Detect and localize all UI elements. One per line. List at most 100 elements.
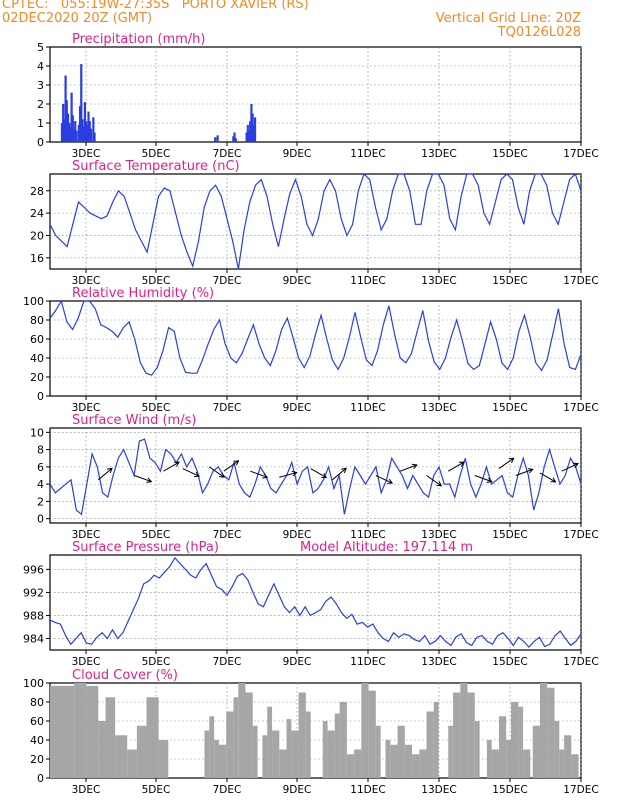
precip-bar xyxy=(64,75,67,142)
panel-5: 0 20 40 60 80 100 3DEC 5DEC 7DEC 9DEC 11DEC 13DEC 15… xyxy=(23,668,599,796)
cloud-bar xyxy=(547,687,555,778)
cloud-bar xyxy=(453,692,461,778)
cloud-bar xyxy=(322,721,328,778)
y-tick-label: 60 xyxy=(30,715,44,728)
panel-3: 0 2 4 6 8 10 3DEC 5DEC 7DEC 9DEC 11DEC 13DEC 15DEC 17… xyxy=(30,413,599,541)
x-tick-label: 17DEC xyxy=(563,529,598,541)
cloud-bar xyxy=(361,683,369,778)
series-line xyxy=(49,438,582,516)
precip-bar xyxy=(214,137,217,142)
cloud-bar xyxy=(474,721,480,778)
wind-arrow xyxy=(182,468,200,477)
cloud-bar xyxy=(262,735,268,778)
wind-arrow-head xyxy=(508,457,515,463)
x-tick-label: 15DEC xyxy=(492,275,527,287)
wind-arrow-head xyxy=(146,477,153,483)
y-tick-label: 984 xyxy=(23,632,44,645)
cloud-bar xyxy=(233,697,239,778)
wind-arrow xyxy=(97,467,113,481)
cloud-bar xyxy=(491,749,499,778)
cloud-bar xyxy=(298,692,306,778)
wind-arrow xyxy=(134,475,152,483)
wind-arrow xyxy=(474,475,492,483)
precip-bar xyxy=(252,124,255,142)
y-tick-label: 6 xyxy=(37,461,44,474)
header-grid-line: Vertical Grid Line: 20Z xyxy=(435,11,581,26)
plot-frame xyxy=(49,46,582,143)
y-tick-label: 8 xyxy=(37,444,44,457)
y-tick-label: 60 xyxy=(30,333,44,346)
cloud-bar xyxy=(272,730,280,778)
wind-arrow-head xyxy=(194,471,201,478)
cloud-bar xyxy=(98,721,106,778)
x-tick-label: 3DEC xyxy=(72,529,101,541)
wind-arrow-head xyxy=(411,463,418,470)
cloud-bar xyxy=(412,754,420,778)
series-line xyxy=(49,556,582,648)
x-tick-label: 9DEC xyxy=(283,148,312,160)
cloud-bar xyxy=(291,730,299,778)
x-tick-label: 15DEC xyxy=(492,402,527,414)
cloud-bar xyxy=(460,683,468,778)
precip-bar xyxy=(86,124,89,142)
x-tick-label: 13DEC xyxy=(421,402,456,414)
cloud-bar xyxy=(226,711,234,778)
plot-frame xyxy=(49,300,582,397)
header-date: 02DEC2020 20Z (GMT) xyxy=(2,11,153,26)
x-tick-label: 9DEC xyxy=(283,275,312,287)
cloud-bar xyxy=(390,744,398,778)
y-tick-label: 2 xyxy=(37,495,44,508)
y-tick-label: 5 xyxy=(37,41,44,54)
y-tick-label: 80 xyxy=(30,314,44,327)
precip-bar xyxy=(249,121,252,142)
y-tick-label: 988 xyxy=(23,609,44,622)
cloud-bar xyxy=(158,740,169,778)
x-tick-label: 11DEC xyxy=(350,529,385,541)
precip-bar xyxy=(82,126,85,142)
cloud-bar xyxy=(334,713,340,778)
x-tick-label: 7DEC xyxy=(213,529,242,541)
x-tick-label: 7DEC xyxy=(213,784,242,796)
cloud-bar xyxy=(354,749,362,778)
y-tick-label: 100 xyxy=(23,677,44,690)
series-line xyxy=(49,172,582,270)
x-tick-label: 13DEC xyxy=(421,656,456,668)
wind-arrow xyxy=(250,470,268,478)
y-tick-label: 24 xyxy=(30,207,44,220)
precip-bar xyxy=(232,136,235,142)
cloud-bar xyxy=(404,744,413,778)
y-tick-label: 4 xyxy=(37,60,44,73)
x-tick-label: 17DEC xyxy=(563,656,598,668)
precip-bar xyxy=(250,104,253,142)
precip-bar xyxy=(233,132,236,142)
cloud-bar xyxy=(554,721,560,778)
y-tick-label: 10 xyxy=(30,426,44,439)
precip-bar xyxy=(251,113,254,142)
cloud-bar xyxy=(327,730,335,778)
x-tick-label: 3DEC xyxy=(72,784,101,796)
y-tick-label: 0 xyxy=(37,136,44,149)
y-tick-label: 0 xyxy=(37,513,44,526)
cloud-bar xyxy=(518,706,524,778)
cloud-bar xyxy=(252,725,258,778)
cloud-bar xyxy=(279,749,287,778)
x-tick-label: 7DEC xyxy=(213,656,242,668)
x-tick-label: 3DEC xyxy=(72,275,101,287)
x-tick-label: 11DEC xyxy=(350,656,385,668)
x-tick-label: 5DEC xyxy=(142,656,171,668)
wind-arrow-head xyxy=(341,467,347,474)
header-location: CPTEC: 055:19W-27:35S PORTO XAVIER (RS) xyxy=(2,0,309,12)
wind-arrow-head xyxy=(321,473,328,479)
wind-arrow-head xyxy=(486,477,493,483)
cloud-bar xyxy=(339,702,347,778)
cloud-bar xyxy=(286,719,292,778)
y-tick-label: 4 xyxy=(37,478,44,491)
x-tick-label: 3DEC xyxy=(72,148,101,160)
panel-annotation: Model Altitude: 197.114 m xyxy=(300,540,473,555)
y-tick-label: 80 xyxy=(30,696,44,709)
cloud-bar xyxy=(86,685,99,778)
precip-bar xyxy=(87,111,90,142)
precip-bar xyxy=(216,135,219,142)
